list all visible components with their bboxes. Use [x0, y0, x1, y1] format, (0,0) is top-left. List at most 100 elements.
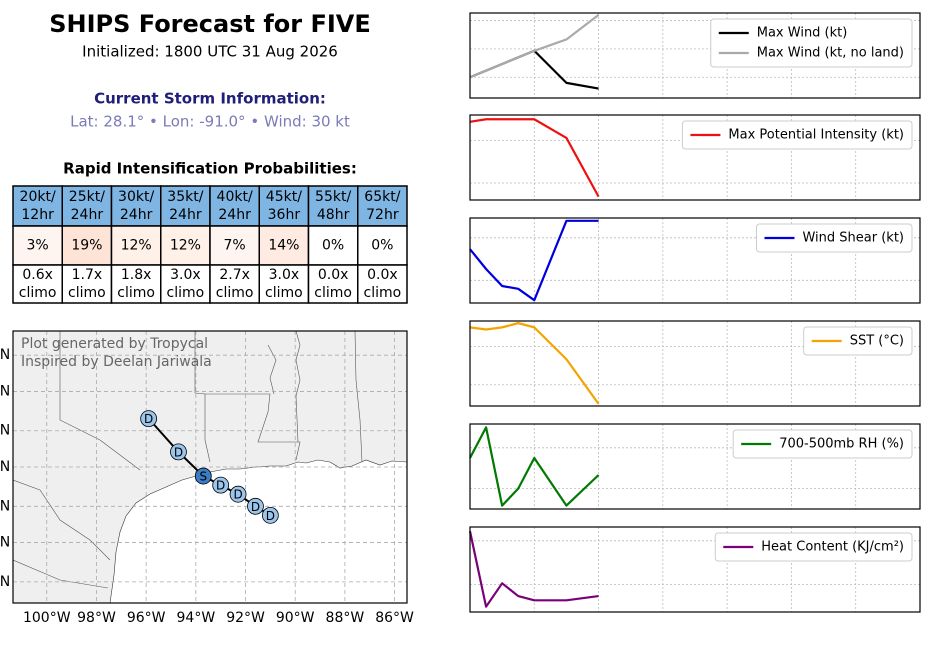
table-title: Rapid Intensification Probabilities:: [63, 160, 357, 178]
series-line: [469, 322, 600, 405]
lon-label: 98°W: [77, 610, 116, 626]
lat-label: N: [0, 535, 10, 551]
prob-text: 0%: [322, 238, 344, 254]
header-text: 48hr: [317, 207, 350, 223]
track-label: D: [266, 509, 275, 523]
storm-heading: Current Storm Information:: [94, 90, 326, 108]
header-text: 40kt/: [217, 189, 253, 205]
lon-label: 100°W: [23, 610, 71, 626]
climo-text: 1.7x: [72, 267, 103, 283]
prob-cell: [357, 225, 408, 266]
initialized: Initialized: 1800 UTC 31 Aug 2026: [82, 43, 338, 61]
climo-text: climo: [364, 285, 402, 301]
prob-cell: [307, 225, 359, 266]
legend-box: [732, 429, 913, 459]
legend-box: [714, 532, 913, 562]
track-label: S: [199, 470, 207, 484]
series-line: [469, 14, 600, 79]
lon-label: 96°W: [127, 610, 166, 626]
prob-cell: [258, 225, 310, 266]
climo-text: climo: [117, 285, 155, 301]
climo-text: 0.0x: [367, 267, 398, 283]
climo-text: climo: [167, 285, 205, 301]
lon-label: 90°W: [276, 610, 315, 626]
series-line: [468, 531, 599, 608]
borders: [13, 331, 363, 589]
lat-label: N: [0, 423, 10, 439]
watermark: Inspired by Deelan Jariwala: [21, 354, 212, 370]
ri-table: 20kt/12hr 3% 0.6x climo 25kt/24hr 19% 1.7x clim…: [12, 185, 408, 304]
panel-frame: [469, 12, 921, 99]
climo-text: 1.8x: [121, 267, 152, 283]
track-point: [247, 497, 264, 515]
header-text: 45kt/: [266, 189, 302, 205]
climo-cell: [110, 264, 162, 304]
header-text: 24hr: [218, 207, 251, 223]
prob-text: 3%: [27, 238, 49, 254]
track-point: [229, 485, 247, 503]
track-point: [261, 506, 279, 524]
header-text: 20kt/: [20, 189, 56, 205]
header-text: 65kt/: [364, 189, 400, 205]
header-text: 36hr: [268, 207, 301, 223]
watermark: Plot generated by Tropycal: [21, 336, 208, 352]
line-panel: SST (°C): [469, 320, 921, 407]
track-label: D: [174, 445, 183, 459]
header-text: 24hr: [120, 207, 153, 223]
legend: Max Potential Intensity (kt): [681, 120, 913, 150]
lat-label: N: [0, 574, 10, 590]
series-line: [469, 219, 599, 302]
panel-frame: [469, 114, 921, 201]
lat-label: N: [0, 383, 10, 399]
header-text: 25kt/: [69, 189, 105, 205]
climo-text: 0.0x: [318, 267, 349, 283]
legend-label: 700-500mb RH (%): [779, 437, 904, 452]
legend-label: Heat Content (KJ/cm²): [761, 540, 904, 555]
series-line: [469, 118, 600, 198]
header-text: 72hr: [366, 207, 399, 223]
prob-text: 19%: [71, 238, 102, 254]
panels: Max Wind (kt) Max Wind (kt, no land) Max P…: [468, 12, 921, 613]
climo-text: climo: [314, 285, 352, 301]
legend: Heat Content (KJ/cm²): [714, 532, 913, 562]
track-point: [194, 467, 212, 485]
climo-text: climo: [19, 285, 57, 301]
header-cell: [12, 185, 63, 227]
header-text: 55kt/: [315, 189, 351, 205]
series-line: [469, 426, 600, 507]
line-panel: Max Potential Intensity (kt): [469, 114, 921, 201]
legend: Wind Shear (kt): [755, 223, 913, 253]
climo-cell: [357, 264, 408, 304]
map-frame: [12, 330, 408, 604]
line-panel: Heat Content (KJ/cm²): [468, 526, 921, 613]
prob-text: 12%: [121, 238, 152, 254]
climo-cell: [160, 264, 211, 304]
panel-frame: [469, 423, 921, 510]
prob-cell: [110, 225, 162, 266]
climo-text: climo: [68, 285, 106, 301]
legend-label: Max Potential Intensity (kt): [728, 128, 904, 143]
legend-label: SST (°C): [850, 334, 904, 349]
legend-label: Max Wind (kt): [757, 26, 848, 41]
header-text: 12hr: [21, 207, 54, 223]
legend-box: [755, 223, 913, 253]
lon-label: 88°W: [326, 610, 365, 626]
line-panel: Max Wind (kt) Max Wind (kt, no land): [469, 12, 921, 99]
track-point: [140, 410, 158, 428]
track-point: [170, 443, 187, 461]
track-label: D: [233, 488, 242, 502]
track-label: D: [216, 479, 225, 493]
climo-text: 0.6x: [22, 267, 53, 283]
prob-text: 12%: [170, 238, 201, 254]
legend-label: Wind Shear (kt): [802, 231, 904, 246]
track-label: D: [144, 412, 153, 426]
lat-label: N: [0, 347, 10, 363]
track-label: D: [251, 500, 260, 514]
prob-text: 0%: [371, 238, 393, 254]
lon-label: 94°W: [177, 610, 216, 626]
climo-cell: [61, 264, 113, 304]
lat-label: N: [0, 459, 10, 475]
header-cell: [357, 185, 408, 227]
